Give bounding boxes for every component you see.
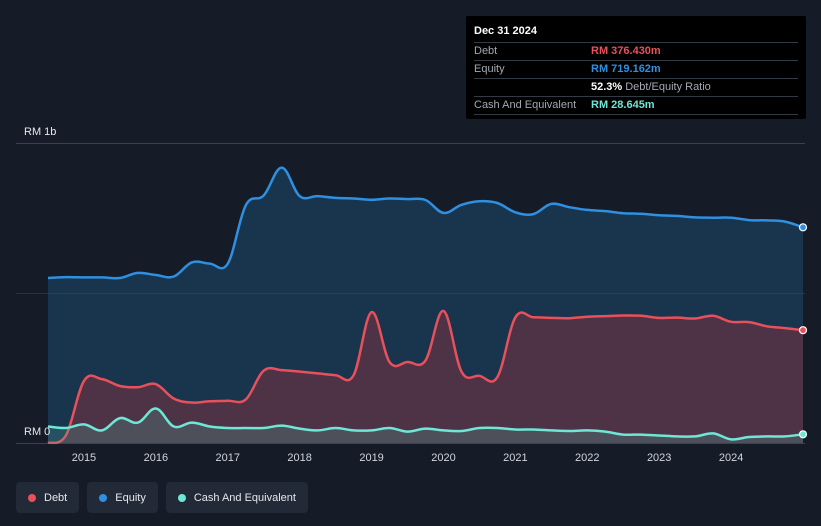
tooltip-cash-label: Cash And Equivalent (474, 99, 577, 111)
chart-legend: Debt Equity Cash And Equivalent (16, 482, 308, 513)
legend-cash-label: Cash And Equivalent (193, 491, 296, 504)
x-tick-2019: 2019 (359, 452, 383, 464)
cash-end-point[interactable] (798, 430, 808, 439)
tooltip-row-debt: Debt RM 376.430m (474, 43, 798, 61)
legend-item-cash[interactable]: Cash And Equivalent (165, 482, 308, 513)
y-axis-bottom-label: RM 0 (24, 426, 50, 438)
legend-equity-label: Equity (115, 491, 146, 504)
x-axis-ticks: 2015 2016 2017 2018 2019 2020 2021 2022 2023 2024 (72, 452, 744, 464)
x-tick-2020: 2020 (431, 452, 455, 464)
tooltip-debt-label: Debt (474, 45, 498, 57)
debt-line (47, 309, 804, 445)
tooltip-ratio-label (474, 79, 591, 96)
tooltip-ratio-suffix: Debt/Equity Ratio (625, 81, 711, 93)
cash-line (47, 407, 804, 441)
legend-debt-label: Debt (44, 491, 68, 504)
legend-item-equity[interactable]: Equity (87, 482, 158, 513)
tooltip-equity-value: RM 719.162m (591, 63, 661, 75)
tooltip-ratio-value: 52.3% (591, 81, 623, 93)
x-tick-2023: 2023 (647, 452, 671, 464)
tooltip-cash-value: RM 28.645m (591, 99, 655, 111)
debt-end-point[interactable] (798, 326, 808, 335)
x-tick-2016: 2016 (144, 452, 168, 464)
data-tooltip: Dec 31 2024 Debt RM 376.430m Equity RM 7… (466, 16, 806, 119)
tooltip-debt-value: RM 376.430m (591, 45, 661, 57)
series-layer (47, 166, 808, 445)
x-tick-2017: 2017 (216, 452, 240, 464)
x-tick-2015: 2015 (72, 452, 96, 464)
debt-dot-icon (28, 493, 36, 502)
x-tick-2018: 2018 (287, 452, 311, 464)
cash-dot-icon (177, 493, 186, 502)
y-axis-top-label: RM 1b (24, 126, 56, 138)
tooltip-date: Dec 31 2024 (474, 23, 798, 43)
debt-area (48, 310, 803, 443)
legend-item-debt[interactable]: Debt (16, 482, 80, 513)
x-tick-2024: 2024 (719, 452, 743, 464)
tooltip-row-cash: Cash And Equivalent RM 28.645m (474, 97, 798, 115)
x-tick-2022: 2022 (575, 452, 599, 464)
equity-line (47, 166, 804, 280)
equity-dot-icon (99, 493, 108, 502)
tooltip-row-equity: Equity RM 719.162m (474, 61, 798, 79)
equity-end-point[interactable] (798, 223, 808, 232)
tooltip-equity-label: Equity (474, 63, 505, 75)
x-tick-2021: 2021 (503, 452, 527, 464)
tooltip-row-ratio: 52.3% Debt/Equity Ratio (474, 79, 798, 97)
